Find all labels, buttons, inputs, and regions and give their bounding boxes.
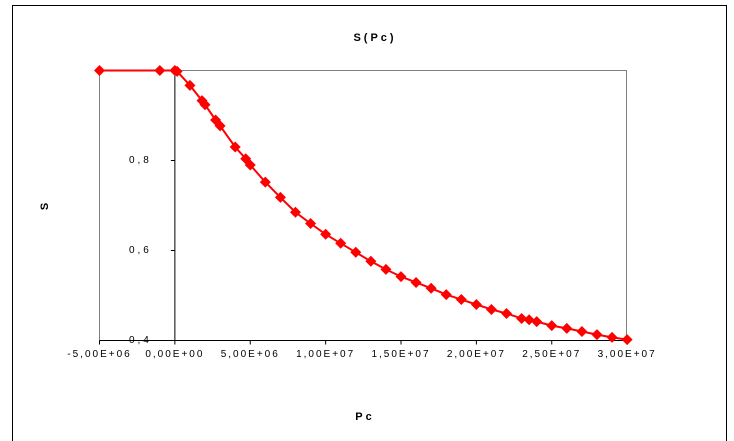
- x-tick-label: 3,00E+07: [598, 349, 657, 360]
- data-marker: [621, 334, 633, 346]
- data-marker: [259, 176, 271, 188]
- data-marker: [591, 329, 603, 341]
- y-tick-label: 0,4: [129, 335, 152, 346]
- data-marker: [501, 308, 513, 319]
- data-marker: [274, 191, 286, 203]
- data-marker: [485, 303, 497, 315]
- data-marker: [606, 331, 618, 343]
- x-axis-title: Pc: [355, 411, 374, 423]
- x-tick-label: 0,00E+00: [145, 349, 204, 360]
- data-marker: [229, 141, 241, 153]
- chart-title: S(Pc): [353, 32, 396, 44]
- data-marker: [350, 246, 362, 258]
- data-marker: [154, 65, 166, 76]
- data-marker: [410, 276, 422, 288]
- data-marker: [470, 299, 482, 310]
- data-marker: [395, 271, 407, 283]
- y-tick-label: 0,8: [129, 155, 152, 166]
- chart-border: [12, 5, 727, 441]
- x-tick-label: 2,00E+07: [447, 349, 506, 360]
- data-marker: [214, 120, 226, 132]
- data-marker: [531, 316, 543, 328]
- data-marker: [305, 218, 317, 229]
- data-marker: [523, 314, 535, 326]
- data-marker: [171, 65, 183, 77]
- data-marker: [289, 206, 301, 218]
- data-marker: [561, 322, 573, 334]
- x-tick-label: 1,00E+07: [296, 349, 355, 360]
- data-marker: [576, 326, 588, 337]
- data-marker: [320, 228, 332, 240]
- data-marker: [365, 255, 377, 267]
- data-marker: [199, 99, 211, 111]
- data-marker: [335, 237, 347, 249]
- x-tick-label: -5,00E+06: [67, 349, 131, 360]
- y-tick-label: 0,6: [129, 245, 152, 256]
- data-marker: [546, 320, 558, 332]
- data-marker: [244, 159, 256, 171]
- data-marker: [516, 312, 528, 324]
- data-marker: [94, 65, 105, 76]
- y-axis-title: S: [39, 200, 51, 210]
- x-tick-label: 5,00E+06: [221, 349, 280, 360]
- data-marker: [380, 263, 392, 275]
- data-marker: [440, 289, 452, 301]
- x-tick-label: 1,50E+07: [371, 349, 430, 360]
- x-tick-label: 2,50E+07: [522, 349, 581, 360]
- data-marker: [184, 79, 196, 91]
- data-marker: [455, 294, 467, 306]
- data-marker: [425, 282, 437, 294]
